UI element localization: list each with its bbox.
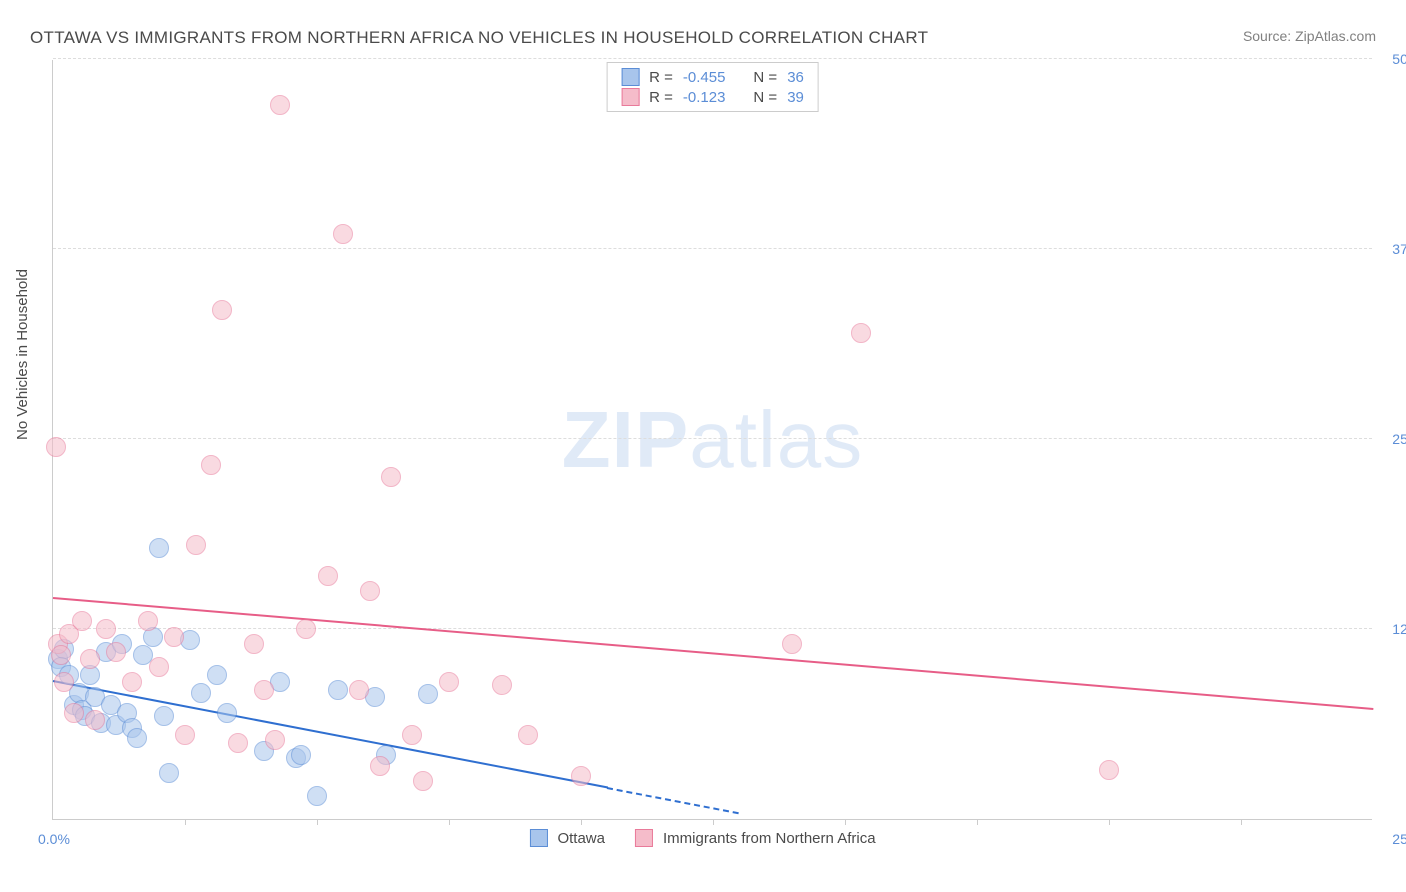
data-point — [154, 706, 174, 726]
chart-title: OTTAWA VS IMMIGRANTS FROM NORTHERN AFRIC… — [30, 28, 928, 48]
data-point — [64, 703, 84, 723]
data-point — [413, 771, 433, 791]
data-point — [72, 611, 92, 631]
data-point — [149, 538, 169, 558]
legend-r-label: R = — [649, 89, 673, 106]
correlation-legend: R = -0.455 N = 36 R = -0.123 N = 39 — [606, 62, 819, 112]
data-point — [244, 634, 264, 654]
gridline — [53, 58, 1372, 59]
gridline — [53, 248, 1372, 249]
data-point — [571, 766, 591, 786]
data-point — [212, 300, 232, 320]
y-tick-label: 50.0% — [1392, 51, 1406, 67]
data-point — [439, 672, 459, 692]
watermark-light: atlas — [689, 395, 863, 484]
x-tick — [185, 819, 186, 825]
data-point — [307, 786, 327, 806]
watermark-bold: ZIP — [562, 395, 689, 484]
data-point — [265, 730, 285, 750]
data-point — [328, 680, 348, 700]
data-point — [1099, 760, 1119, 780]
legend-n-label: N = — [753, 69, 777, 86]
legend-series-label: Immigrants from Northern Africa — [663, 830, 876, 847]
y-tick-label: 12.5% — [1392, 621, 1406, 637]
data-point — [191, 683, 211, 703]
legend-n-value: 36 — [787, 69, 804, 86]
y-tick-label: 25.0% — [1392, 431, 1406, 447]
data-point — [402, 725, 422, 745]
legend-r-value: -0.123 — [683, 89, 726, 106]
data-point — [46, 437, 66, 457]
plot-area: ZIPatlas R = -0.455 N = 36 R = -0.123 N = 3… — [52, 60, 1372, 820]
data-point — [318, 566, 338, 586]
legend-r-value: -0.455 — [683, 69, 726, 86]
data-point — [175, 725, 195, 745]
x-tick — [317, 819, 318, 825]
data-point — [254, 680, 274, 700]
legend-swatch — [621, 88, 639, 106]
data-point — [349, 680, 369, 700]
data-point — [127, 728, 147, 748]
legend-r-label: R = — [649, 69, 673, 86]
data-point — [333, 224, 353, 244]
legend-series-label: Ottawa — [557, 830, 605, 847]
data-point — [207, 665, 227, 685]
x-axis-min-label: 0.0% — [38, 831, 70, 847]
x-tick — [449, 819, 450, 825]
x-tick — [581, 819, 582, 825]
series-legend: Ottawa Immigrants from Northern Africa — [529, 829, 895, 847]
data-point — [228, 733, 248, 753]
data-point — [851, 323, 871, 343]
data-point — [296, 619, 316, 639]
trend-line-extrapolation — [607, 787, 739, 814]
gridline — [53, 628, 1372, 629]
data-point — [492, 675, 512, 695]
data-point — [370, 756, 390, 776]
data-point — [54, 672, 74, 692]
y-axis-label: No Vehicles in Household — [14, 269, 31, 440]
data-point — [138, 611, 158, 631]
watermark: ZIPatlas — [562, 394, 863, 486]
data-point — [291, 745, 311, 765]
data-point — [201, 455, 221, 475]
data-point — [106, 642, 126, 662]
data-point — [782, 634, 802, 654]
x-tick — [1109, 819, 1110, 825]
source-label: Source: ZipAtlas.com — [1243, 28, 1376, 44]
data-point — [164, 627, 184, 647]
gridline — [53, 438, 1372, 439]
data-point — [418, 684, 438, 704]
legend-swatch — [529, 829, 547, 847]
data-point — [149, 657, 169, 677]
data-point — [159, 763, 179, 783]
x-tick — [1241, 819, 1242, 825]
data-point — [360, 581, 380, 601]
correlation-legend-row: R = -0.123 N = 39 — [621, 87, 804, 107]
y-tick-label: 37.5% — [1392, 241, 1406, 257]
data-point — [381, 467, 401, 487]
data-point — [217, 703, 237, 723]
legend-n-label: N = — [753, 89, 777, 106]
data-point — [80, 649, 100, 669]
data-point — [51, 645, 71, 665]
x-tick — [845, 819, 846, 825]
legend-n-value: 39 — [787, 89, 804, 106]
x-tick — [977, 819, 978, 825]
data-point — [270, 95, 290, 115]
correlation-legend-row: R = -0.455 N = 36 — [621, 67, 804, 87]
data-point — [186, 535, 206, 555]
data-point — [85, 710, 105, 730]
legend-swatch — [635, 829, 653, 847]
data-point — [122, 672, 142, 692]
x-axis-max-label: 25.0% — [1392, 831, 1406, 847]
data-point — [518, 725, 538, 745]
legend-swatch — [621, 68, 639, 86]
x-tick — [713, 819, 714, 825]
data-point — [96, 619, 116, 639]
